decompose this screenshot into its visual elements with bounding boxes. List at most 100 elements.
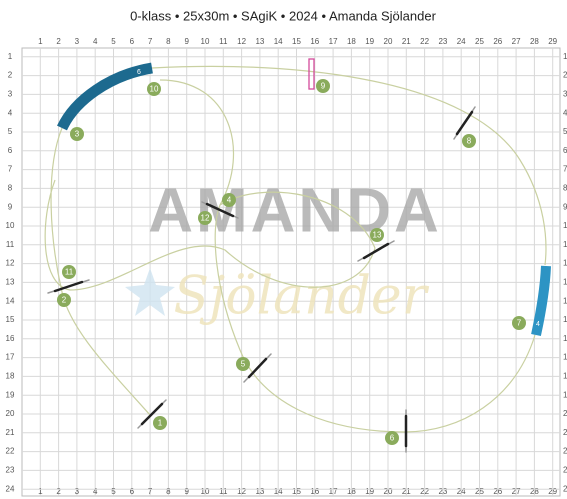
row-label: 21 xyxy=(563,428,567,437)
watermark-script: Sjölander xyxy=(173,267,429,327)
row-label: 4 xyxy=(8,108,13,117)
column-label: 12 xyxy=(237,37,246,46)
column-label: 21 xyxy=(402,487,411,496)
row-label: 5 xyxy=(8,127,13,136)
jumps xyxy=(47,106,476,453)
row-label: 7 xyxy=(563,165,567,174)
column-label: 8 xyxy=(166,487,171,496)
row-label: 24 xyxy=(563,484,567,493)
jump-bar xyxy=(140,402,164,426)
row-label: 8 xyxy=(563,184,567,193)
marker-circle xyxy=(62,265,76,279)
row-label: 13 xyxy=(6,278,15,287)
row-label: 11 xyxy=(563,240,567,249)
row-label: 1 xyxy=(563,52,567,61)
column-label: 14 xyxy=(274,487,283,496)
tunnel-label: 6 xyxy=(137,69,141,76)
column-label: 22 xyxy=(420,487,429,496)
column-label: 16 xyxy=(310,487,319,496)
marker-label: 8 xyxy=(467,137,472,146)
column-label: 15 xyxy=(292,487,301,496)
column-label: 10 xyxy=(201,487,210,496)
row-label: 22 xyxy=(6,447,15,456)
column-label: 18 xyxy=(347,37,356,46)
marker-label: 11 xyxy=(65,268,74,277)
watermark-star xyxy=(125,268,175,316)
course-path xyxy=(44,65,547,433)
column-label: 11 xyxy=(219,37,228,46)
row-label: 1 xyxy=(8,52,13,61)
column-label: 7 xyxy=(148,37,153,46)
row-label: 21 xyxy=(6,428,15,437)
row-label: 20 xyxy=(6,409,15,418)
column-label: 22 xyxy=(420,37,429,46)
row-label: 12 xyxy=(563,259,567,268)
row-label: 3 xyxy=(8,90,13,99)
marker-circle xyxy=(370,228,384,242)
row-label: 18 xyxy=(6,372,15,381)
row-label: 20 xyxy=(563,409,567,418)
column-label: 12 xyxy=(237,487,246,496)
column-label: 18 xyxy=(347,487,356,496)
marker-label: 12 xyxy=(201,214,210,223)
row-label: 13 xyxy=(563,278,567,287)
row-label: 12 xyxy=(6,259,15,268)
column-label: 9 xyxy=(184,37,189,46)
jump-bar xyxy=(247,357,268,379)
row-label: 8 xyxy=(8,184,13,193)
row-label: 10 xyxy=(563,221,567,230)
row-label: 9 xyxy=(8,202,13,211)
jump-bar xyxy=(53,280,84,293)
marker-label: 2 xyxy=(62,296,67,305)
column-label: 1 xyxy=(38,37,43,46)
column-label: 8 xyxy=(166,37,171,46)
marker-circle xyxy=(70,127,84,141)
row-label: 5 xyxy=(563,127,567,136)
row-label: 17 xyxy=(6,353,15,362)
jump-bar xyxy=(205,202,235,218)
column-label: 13 xyxy=(255,487,264,496)
marker-circle xyxy=(385,431,399,445)
column-label: 4 xyxy=(93,37,98,46)
weave-poles xyxy=(308,58,315,90)
column-label: 2 xyxy=(56,487,61,496)
column-label: 28 xyxy=(530,37,539,46)
marker-circle xyxy=(316,79,330,93)
row-label: 7 xyxy=(8,165,13,174)
column-label: 9 xyxy=(184,487,189,496)
column-label: 24 xyxy=(457,487,466,496)
row-label: 17 xyxy=(563,353,567,362)
column-label: 23 xyxy=(438,487,447,496)
grid-border xyxy=(21,47,561,497)
column-label: 17 xyxy=(329,37,338,46)
row-label: 4 xyxy=(563,108,567,117)
marker-label: 6 xyxy=(390,434,395,443)
column-label: 26 xyxy=(493,37,502,46)
row-label: 14 xyxy=(563,296,567,305)
row-label: 2 xyxy=(8,71,13,80)
column-label: 24 xyxy=(457,37,466,46)
column-label: 14 xyxy=(274,37,283,46)
marker-circle xyxy=(222,193,236,207)
column-label: 2 xyxy=(56,37,61,46)
column-label: 27 xyxy=(512,37,521,46)
row-label: 23 xyxy=(6,466,15,475)
column-label: 20 xyxy=(384,37,393,46)
column-label: 28 xyxy=(530,487,539,496)
row-label: 19 xyxy=(6,390,15,399)
row-label: 11 xyxy=(6,240,15,249)
marker-label: 4 xyxy=(227,196,232,205)
marker-label: 13 xyxy=(373,231,382,240)
column-label: 20 xyxy=(384,487,393,496)
column-label: 29 xyxy=(548,37,557,46)
jump-bar xyxy=(362,242,390,260)
row-label: 19 xyxy=(563,390,567,399)
column-label: 6 xyxy=(130,487,135,496)
row-label: 14 xyxy=(6,296,15,305)
row-label: 15 xyxy=(563,315,567,324)
watermark-name: AMANDA xyxy=(148,176,442,245)
marker-label: 10 xyxy=(150,85,159,94)
